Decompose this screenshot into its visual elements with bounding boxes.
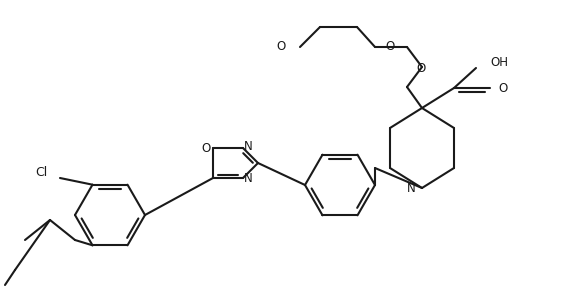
Text: O: O bbox=[277, 41, 286, 54]
Text: N: N bbox=[407, 181, 416, 195]
Text: OH: OH bbox=[490, 57, 508, 69]
Text: O: O bbox=[416, 61, 426, 74]
Text: O: O bbox=[498, 81, 507, 94]
Text: Cl: Cl bbox=[36, 165, 48, 179]
Text: O: O bbox=[202, 142, 211, 154]
Text: O: O bbox=[385, 41, 394, 54]
Text: N: N bbox=[244, 140, 253, 153]
Text: N: N bbox=[244, 173, 253, 185]
